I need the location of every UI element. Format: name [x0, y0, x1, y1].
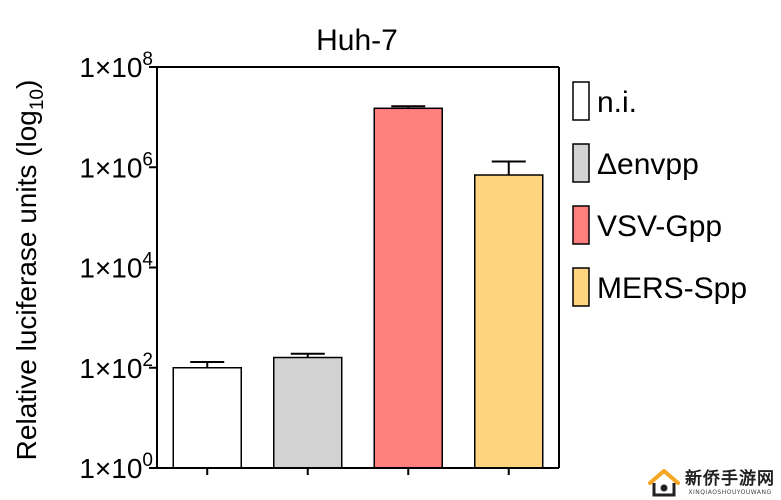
x-axis-ticks [206, 468, 510, 475]
legend-swatch-4 [572, 267, 590, 307]
y-tick-base: 1×10 [79, 152, 142, 183]
chart-title: Huh-7 [316, 24, 398, 57]
bars [172, 107, 544, 469]
y-tick-base: 1×10 [79, 253, 142, 284]
y-tick-exponent: 6 [142, 149, 153, 170]
watermark-title: 新侨手游网 [685, 468, 775, 489]
legend-label-3: VSV-Gpp [597, 210, 722, 243]
y-tick-base: 1×10 [79, 453, 142, 484]
y-tick-exponent: 8 [142, 49, 153, 70]
y-axis-label-suffix: ) [11, 80, 42, 89]
legend-label-2: Δenvpp [597, 148, 699, 181]
y-axis-label-prefix: Relative luciferase units (log [11, 110, 42, 460]
bar-4 [474, 174, 544, 469]
bar-3 [373, 107, 443, 469]
legend-swatch-3 [572, 205, 590, 245]
y-tick-label: 1×108 [79, 49, 153, 83]
y-axis-label-subscript: 10 [27, 89, 48, 110]
y-tick-exponent: 4 [142, 250, 153, 271]
y-tick-exponent: 2 [142, 350, 153, 371]
y-tick-label: 1×102 [79, 350, 153, 384]
bar-1 [172, 367, 242, 469]
legend: n.i. Δenvpp VSV-Gpp MERS-Spp [572, 81, 747, 307]
error-bars [190, 105, 526, 368]
y-tick-label: 1×106 [79, 149, 153, 183]
watermark: 新侨手游网 XINQIAOSHOUYOUWANG [647, 468, 775, 498]
legend-swatch-2 [572, 143, 590, 183]
y-tick-base: 1×10 [79, 52, 142, 83]
y-tick-exponent: 0 [142, 450, 153, 471]
house-logo-icon [648, 469, 680, 497]
bar-2 [273, 356, 343, 469]
y-tick-label: 1×100 [79, 450, 153, 484]
legend-label-4: MERS-Spp [597, 272, 747, 305]
y-axis-label: Relative luciferase units (log10) [11, 80, 48, 461]
legend-label-1: n.i. [597, 86, 637, 119]
watermark-subtitle: XINQIAOSHOUYOUWANG [688, 488, 772, 496]
y-tick-label: 1×104 [79, 250, 153, 284]
y-tick-base: 1×10 [79, 353, 142, 384]
legend-swatch-1 [572, 81, 590, 121]
